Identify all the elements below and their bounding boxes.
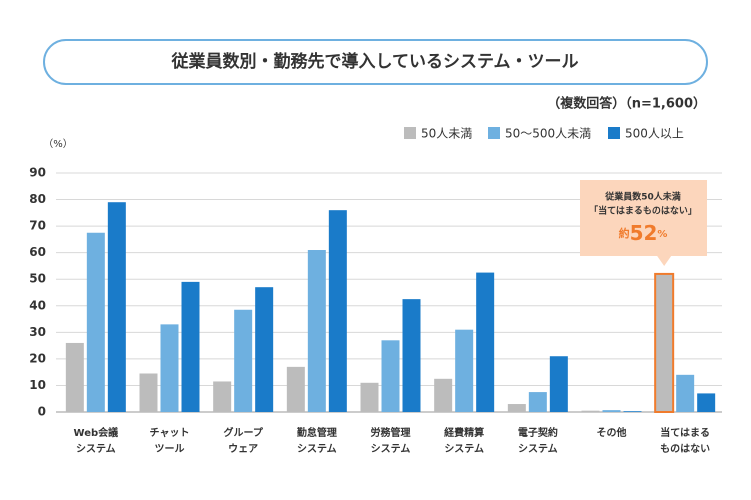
bar — [328, 210, 347, 412]
bar — [602, 410, 621, 412]
bar — [213, 381, 232, 412]
bar — [676, 374, 695, 412]
bar — [507, 404, 526, 412]
callout-part: % — [657, 229, 667, 240]
bar — [402, 299, 421, 412]
bar — [139, 373, 158, 412]
y-tick-label: 40 — [29, 298, 46, 312]
y-tick-label: 70 — [29, 219, 46, 233]
callout-part: 約 — [619, 226, 630, 240]
legend-swatch — [488, 127, 500, 139]
x-tick-label: その他 — [597, 426, 627, 439]
title-box — [43, 39, 708, 85]
legend-swatch — [608, 127, 620, 139]
bar — [476, 272, 495, 412]
x-tick-label: グループ — [223, 426, 263, 439]
callout-box — [580, 180, 707, 266]
x-tick-label: システム — [297, 443, 337, 455]
legend-label: 50人未満 — [421, 127, 472, 141]
y-tick-label: 80 — [29, 192, 46, 206]
bar — [255, 287, 274, 412]
x-tick-label: システム — [371, 443, 411, 455]
bar — [360, 382, 379, 412]
bar — [307, 250, 326, 412]
bar — [381, 340, 400, 412]
bar — [234, 309, 253, 412]
bar — [86, 232, 105, 412]
y-tick-label: 20 — [29, 351, 46, 365]
x-tick-label: 経費精算 — [444, 426, 484, 439]
callout-text: 「当てはまるものはない」 — [589, 205, 697, 217]
x-tick-label: システム — [518, 443, 558, 455]
bar — [654, 272, 675, 413]
x-tick-label: 労務管理 — [371, 426, 411, 439]
legend-swatch — [404, 127, 416, 139]
bar — [181, 281, 200, 412]
callout-part: 52 — [630, 221, 658, 245]
x-tick-label: チャット — [150, 427, 190, 439]
y-tick-label: 90 — [29, 166, 46, 180]
callout-value: 約52% — [619, 221, 668, 245]
bar — [65, 342, 84, 412]
y-tick-label: 50 — [29, 272, 46, 286]
bar — [160, 324, 179, 412]
legend-label: 50〜500人未満 — [505, 127, 591, 141]
y-tick-label: 30 — [29, 325, 46, 339]
x-tick-label: 勤怠管理 — [297, 426, 337, 439]
y-tick-label: 0 — [38, 405, 46, 419]
subtitle: （複数回答）（n=1,600） — [547, 96, 706, 112]
bar — [697, 393, 716, 412]
x-tick-label: ものはない — [660, 443, 710, 455]
bar — [581, 410, 600, 412]
bar — [549, 356, 568, 412]
bar — [623, 411, 642, 412]
x-tick-label: 当てはまる — [660, 426, 710, 439]
bar — [455, 329, 474, 412]
y-tick-label: 60 — [29, 245, 46, 259]
y-axis-label: （%） — [43, 138, 73, 150]
bar — [286, 366, 305, 412]
callout-text: 従業員数50人未満 — [604, 191, 681, 203]
x-tick-label: Web会議 — [74, 426, 119, 439]
bar — [434, 378, 453, 412]
x-tick-label: ウェア — [228, 443, 258, 455]
bar — [528, 392, 547, 412]
chart-title: 従業員数別・勤務先で導入しているシステム・ツール — [171, 51, 579, 72]
legend-label: 500人以上 — [625, 127, 684, 141]
x-tick-label: システム — [76, 443, 116, 455]
bar — [107, 202, 126, 412]
x-tick-label: ツール — [155, 443, 185, 455]
y-tick-label: 10 — [29, 378, 46, 392]
x-tick-label: システム — [444, 443, 484, 455]
x-tick-label: 電子契約 — [518, 426, 558, 439]
